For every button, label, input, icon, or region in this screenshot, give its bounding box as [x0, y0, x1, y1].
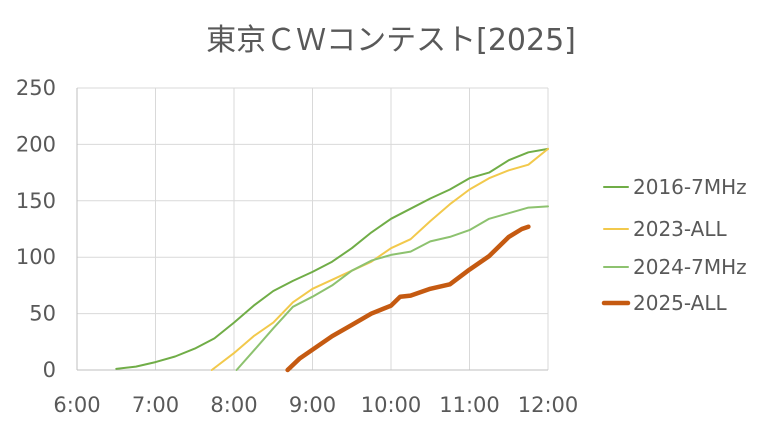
y-tick-label: 50: [29, 302, 56, 326]
x-tick-label: 7:00: [132, 393, 179, 417]
x-tick-label: 6:00: [53, 393, 100, 417]
legend-label: 2016-7MHz: [633, 175, 747, 199]
x-tick-label: 12:00: [518, 393, 579, 417]
legend-label: 2023-ALL: [633, 217, 728, 241]
legend-label: 2024-7MHz: [633, 255, 747, 279]
legend-label: 2025-ALL: [633, 291, 728, 315]
axes: 6:00 7:00 8:00 9:00 10:00 11:00 12:00 0 50 100 150…: [16, 76, 578, 417]
x-tick-label: 9:00: [289, 393, 336, 417]
x-tick-label: 11:00: [439, 393, 500, 417]
x-tick-label: 8:00: [210, 393, 257, 417]
y-tick-label: 150: [16, 189, 56, 213]
series-line-2016-7mhz: [115, 147, 549, 370]
y-tick-label: 0: [43, 358, 56, 382]
x-tick-label: 10:00: [361, 393, 422, 417]
plot-series: [115, 147, 549, 373]
y-tick-label: 100: [16, 245, 56, 269]
chart-title: 東京ＣＷコンテスト[2025]: [206, 23, 576, 58]
series-line-2023-all: [210, 147, 549, 371]
legend: 2016-7MHz 2023-ALL 2024-7MHz 2025-ALL: [601, 175, 747, 315]
series-line-2025-all: [285, 224, 531, 373]
series-line-2024-7mhz: [235, 205, 549, 371]
y-tick-label: 250: [16, 76, 56, 100]
y-tick-label: 200: [16, 132, 56, 156]
gridlines: [77, 87, 549, 370]
